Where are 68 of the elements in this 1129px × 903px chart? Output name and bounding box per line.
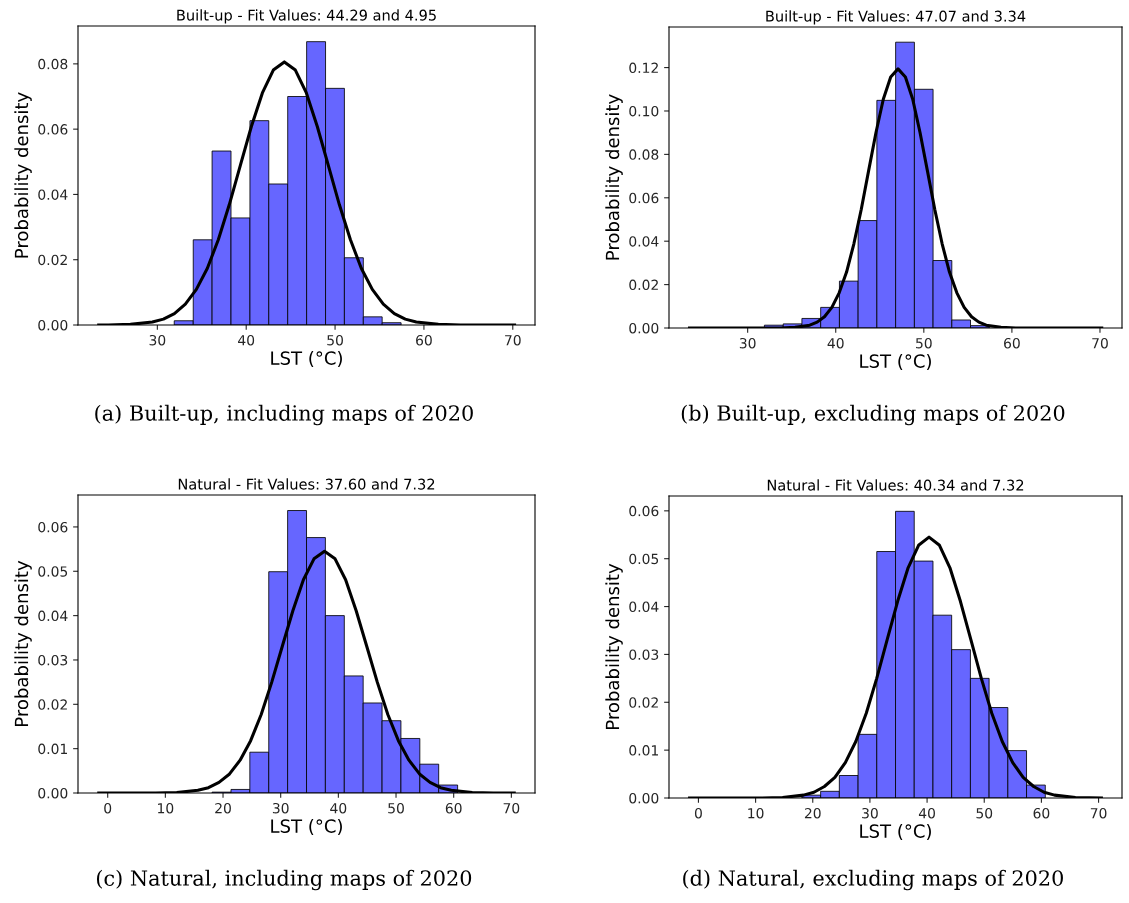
chart-title: Built-up - Fit Values: 47.07 and 3.34 [766, 10, 1026, 25]
x-tick-label: 50 [916, 337, 932, 349]
x-tick-label: 20 [804, 807, 821, 819]
x-tick-label: 30 [272, 802, 289, 814]
y-tick-label: 0.03 [38, 654, 68, 666]
chart-title: Built-up - Fit Values: 44.29 and 4.95 [177, 9, 436, 24]
y-tick-label: 0.05 [629, 553, 659, 565]
x-tick-label: 30 [149, 334, 166, 346]
x-tick-label: 60 [445, 802, 462, 814]
x-tick-label: 70 [1090, 807, 1107, 819]
y-tick-label: 0.08 [629, 149, 659, 160]
y-tick-label: 0.00 [629, 322, 659, 334]
y-tick-label: 0.05 [38, 566, 68, 577]
x-tick-label: 30 [739, 337, 756, 349]
x-tick-label: 20 [215, 802, 231, 814]
x-tick-label: 60 [416, 334, 432, 346]
y-tick-label: 0.06 [38, 124, 68, 135]
y-tick-label: 0.02 [629, 279, 658, 291]
y-tick-label: 0.10 [629, 105, 659, 117]
x-tick-label: 60 [1004, 337, 1020, 349]
chart-title: Natural - Fit Values: 40.34 and 7.32 [767, 479, 1024, 491]
y-tick-label: 0.02 [38, 254, 67, 266]
y-tick-label: 0.06 [629, 505, 659, 517]
x-axis-title: LST (°C) [860, 823, 931, 841]
x-tick-label: 40 [827, 337, 844, 349]
x-axis-title: LST (°C) [271, 350, 342, 368]
x-tick-label: 50 [327, 334, 343, 346]
y-tick-label: 0.04 [38, 610, 68, 622]
text: (a) Built-up, including maps of 2020 [95, 404, 473, 426]
y-tick-label: 0.02 [629, 697, 658, 708]
y-tick-label: 0.01 [629, 745, 658, 756]
y-tick-label: 0.04 [629, 601, 659, 613]
x-tick-label: 50 [388, 802, 404, 814]
y-tick-label: 0.04 [38, 189, 68, 200]
chart-title: Natural - Fit Values: 37.60 and 7.32 [178, 478, 435, 490]
y-axis-title: Probability density [605, 563, 623, 729]
x-tick-label: 70 [503, 802, 520, 814]
x-tick-label: 10 [158, 802, 174, 814]
x-tick-label: 40 [918, 807, 935, 819]
x-tick-label: 10 [748, 807, 764, 819]
y-tick-label: 0.04 [629, 236, 659, 247]
y-tick-label: 0.02 [38, 699, 67, 710]
y-tick-label: 0.06 [38, 521, 68, 533]
x-axis-title: LST (°C) [860, 353, 931, 371]
x-tick-label: 50 [976, 807, 993, 819]
x-tick-label: 70 [505, 334, 521, 346]
x-axis-title: LST (°C) [271, 818, 342, 836]
text: (d) Natural, excluding maps of 2020 [683, 869, 1063, 891]
x-tick-label: 0 [694, 807, 702, 819]
y-tick-label: 0.03 [629, 649, 659, 660]
x-tick-label: 40 [238, 334, 255, 346]
x-tick-label: 40 [330, 802, 347, 814]
text: (b) Built-up, excluding maps of 2020 [681, 404, 1065, 426]
y-axis-title: Probability density [14, 92, 32, 258]
x-tick-label: 70 [1092, 337, 1108, 349]
y-tick-label: 0.08 [38, 58, 68, 70]
y-axis-title: Probability density [14, 560, 32, 726]
text: (c) Natural, including maps of 2020 [96, 869, 472, 891]
x-tick-label: 60 [1033, 807, 1050, 819]
y-tick-label: 0.00 [629, 792, 659, 804]
y-tick-label: 0.12 [629, 62, 658, 74]
y-tick-label: 0.00 [38, 319, 68, 331]
x-tick-label: 0 [104, 802, 112, 814]
y-tick-label: 0.06 [629, 192, 659, 204]
y-axis-title: Probability density [605, 94, 623, 260]
y-tick-label: 0.01 [38, 743, 67, 755]
y-tick-label: 0.00 [38, 787, 68, 799]
x-tick-label: 30 [862, 807, 878, 819]
